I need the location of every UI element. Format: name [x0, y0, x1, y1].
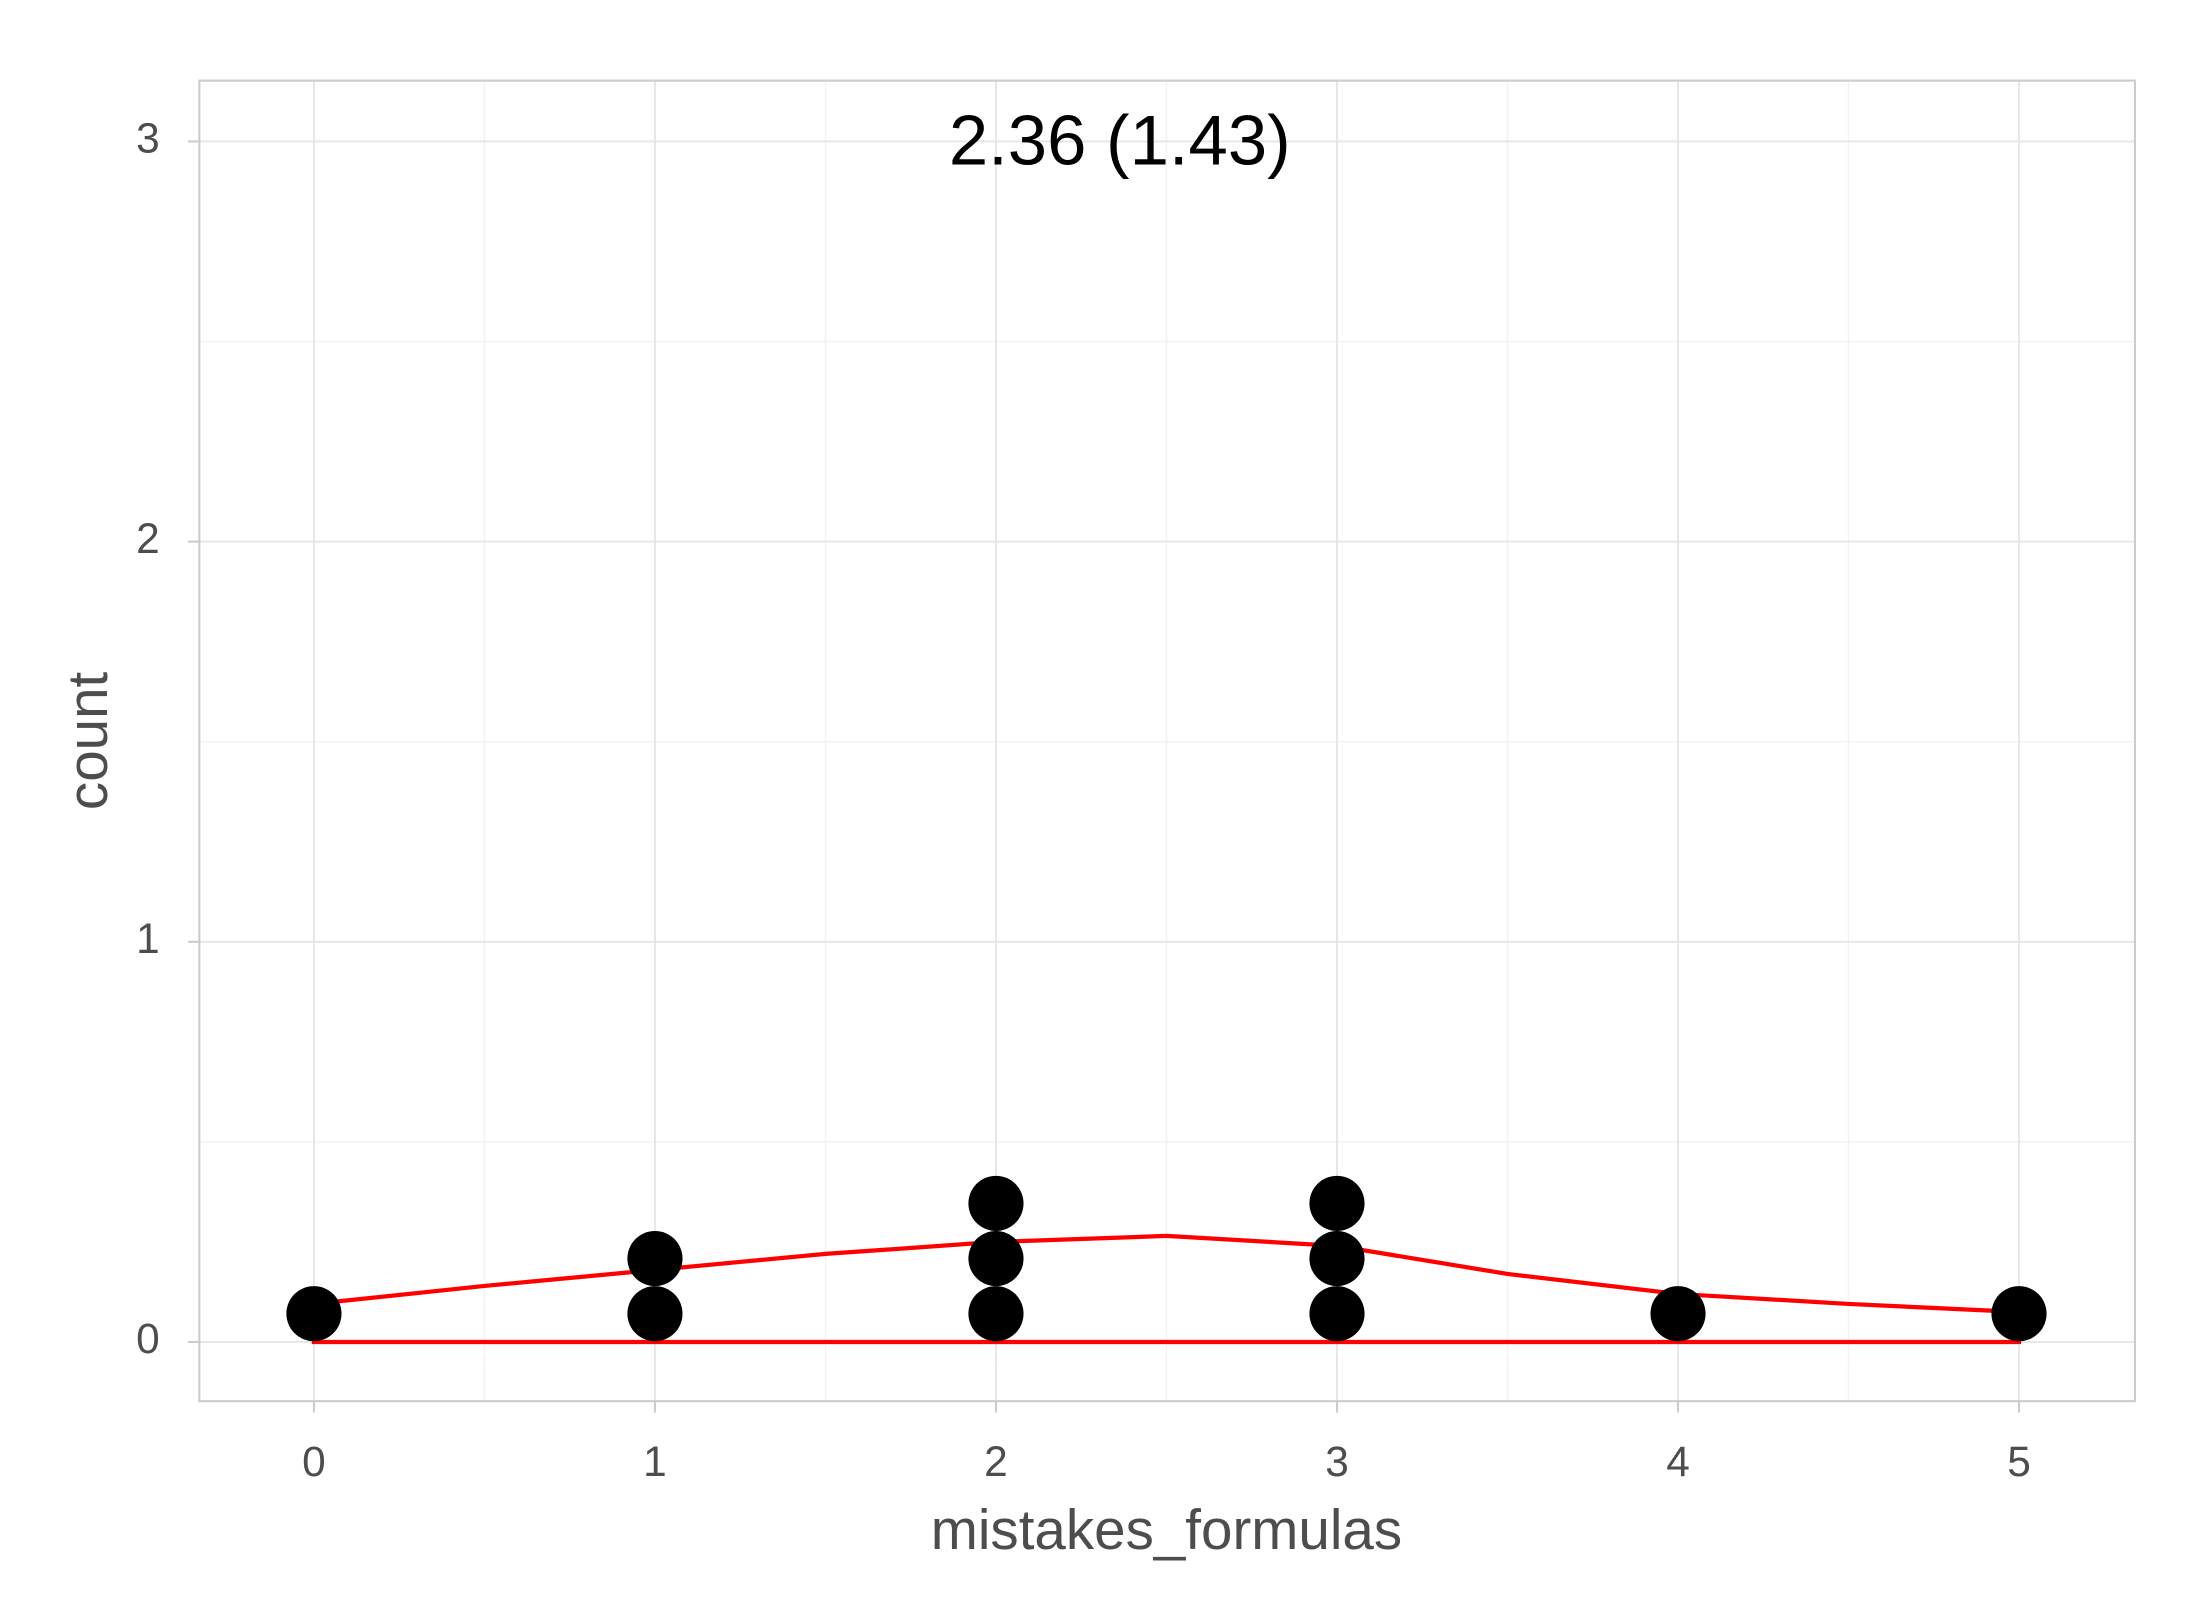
dot [1991, 1286, 2047, 1342]
dot [1650, 1286, 1706, 1342]
y-tick-label: 0 [136, 1315, 160, 1362]
y-tick-label: 1 [136, 915, 160, 962]
dot [1309, 1286, 1365, 1342]
y-tick-label: 2 [136, 515, 160, 562]
dot [627, 1286, 683, 1342]
dot [968, 1230, 1024, 1287]
x-axis-title: mistakes_formulas [931, 1498, 1402, 1561]
annotation: 2.36 (1.43) [949, 100, 1291, 179]
dot [968, 1175, 1024, 1231]
dot [968, 1286, 1024, 1342]
y-axis-title: count [56, 671, 119, 810]
x-tick-label: 5 [2007, 1438, 2031, 1485]
dot [1309, 1230, 1365, 1287]
density-curve [311, 1233, 2022, 1345]
y-tick-label: 3 [136, 115, 160, 162]
x-tick-label: 0 [302, 1438, 326, 1485]
x-tick-label: 4 [1666, 1438, 1690, 1485]
marks [286, 1175, 2047, 1345]
x-tick-label: 1 [643, 1438, 667, 1485]
x-tick-label: 3 [1325, 1438, 1349, 1485]
panel-border [198, 79, 2137, 1403]
dot [1309, 1175, 1365, 1231]
dot [286, 1286, 342, 1342]
dot [627, 1230, 683, 1287]
x-tick-label: 2 [984, 1438, 1008, 1485]
